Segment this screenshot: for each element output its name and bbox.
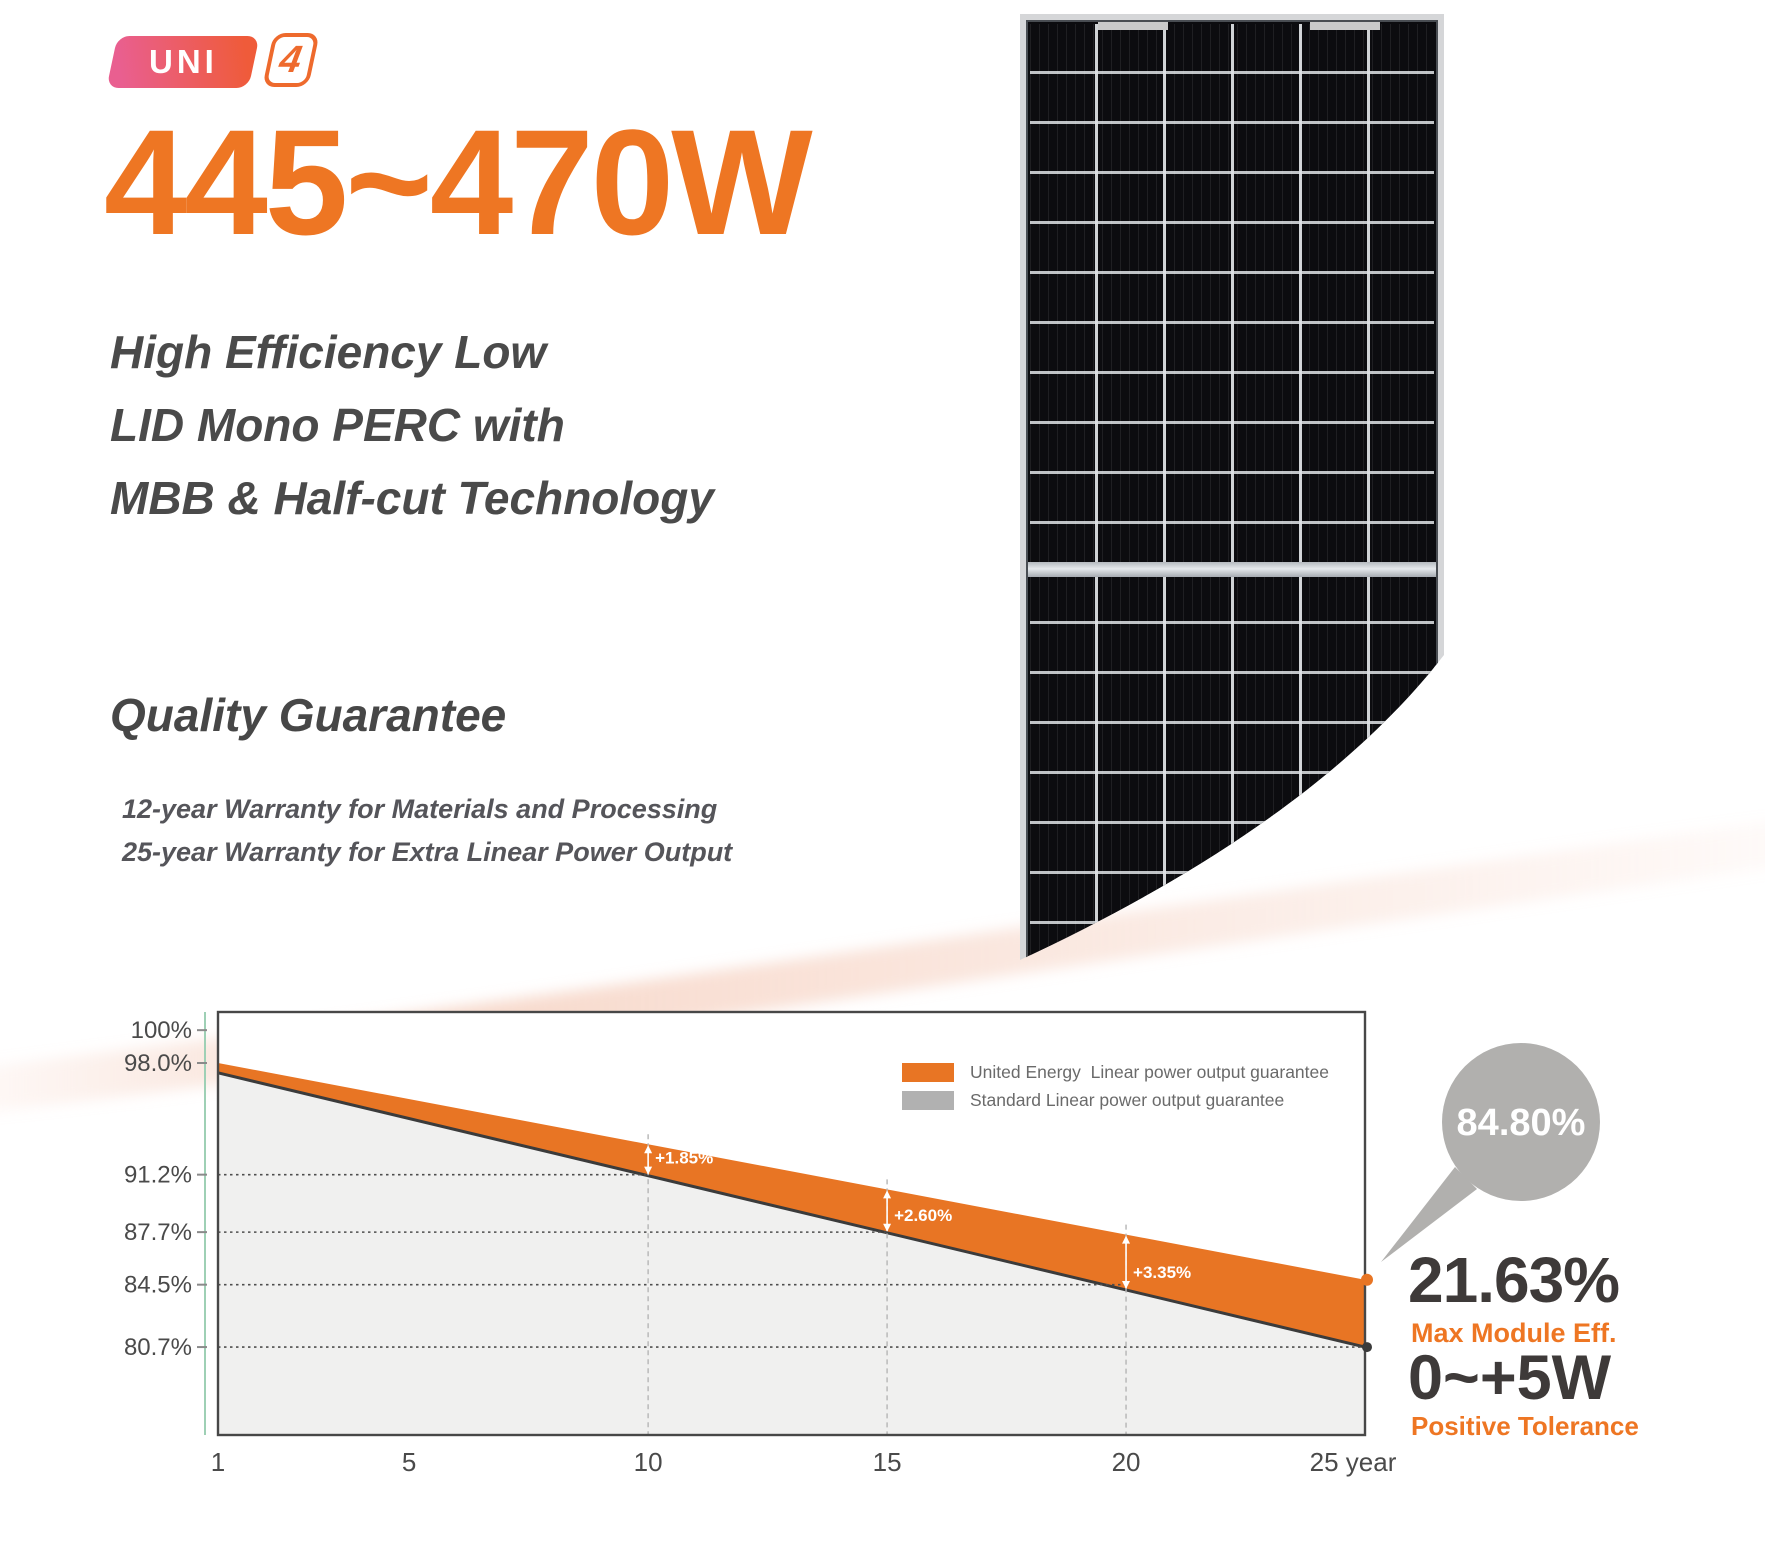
svg-text:15: 15 bbox=[873, 1447, 902, 1477]
svg-text:+2.60%: +2.60% bbox=[894, 1206, 952, 1225]
svg-text:5: 5 bbox=[402, 1447, 416, 1477]
product-heading: High Efficiency Low LID Mono PERC with M… bbox=[110, 316, 714, 535]
svg-text:+3.35%: +3.35% bbox=[1133, 1263, 1191, 1282]
legend-swatch-standard bbox=[902, 1091, 954, 1110]
legend-item-united-energy: United Energy Linear power output guaran… bbox=[902, 1062, 1329, 1083]
svg-text:87.7%: 87.7% bbox=[124, 1219, 192, 1246]
svg-text:100%: 100% bbox=[131, 1017, 192, 1044]
svg-text:1: 1 bbox=[211, 1447, 225, 1477]
panel-mount-tab bbox=[1098, 22, 1168, 30]
svg-text:25 year: 25 year bbox=[1310, 1447, 1397, 1477]
panel-mount-tab bbox=[1310, 22, 1380, 30]
legend-item-standard: Standard Linear power output guarantee bbox=[902, 1090, 1329, 1111]
legend-label-standard: Standard Linear power output guarantee bbox=[970, 1090, 1285, 1110]
warranty-item-2: 25-year Warranty for Extra Linear Power … bbox=[122, 837, 733, 867]
heading-line-2: LID Mono PERC with bbox=[110, 399, 565, 451]
heading-line-1: High Efficiency Low bbox=[110, 326, 547, 378]
chart-legend: United Energy Linear power output guaran… bbox=[902, 1062, 1329, 1118]
positive-tolerance-value: 0~+5W bbox=[1408, 1343, 1612, 1413]
quality-guarantee-title: Quality Guarantee bbox=[110, 689, 507, 741]
max-module-efficiency-label: Max Module Eff. bbox=[1411, 1318, 1617, 1348]
warranty-list: 12-year Warranty for Materials and Proce… bbox=[122, 788, 732, 874]
svg-text:10: 10 bbox=[634, 1447, 663, 1477]
svg-text:20: 20 bbox=[1112, 1447, 1141, 1477]
positive-tolerance-label: Positive Tolerance bbox=[1411, 1411, 1639, 1441]
warranty-item-1: 12-year Warranty for Materials and Proce… bbox=[122, 794, 718, 824]
svg-text:98.0%: 98.0% bbox=[124, 1050, 192, 1077]
svg-text:84.5%: 84.5% bbox=[124, 1272, 192, 1299]
legend-swatch-united-energy bbox=[902, 1063, 954, 1082]
solar-panel-center-divider bbox=[1028, 562, 1436, 577]
max-module-efficiency-value: 21.63% bbox=[1408, 1244, 1620, 1316]
svg-text:84.80%: 84.80% bbox=[1457, 1102, 1586, 1144]
svg-text:91.2%: 91.2% bbox=[124, 1162, 192, 1189]
svg-text:+1.85%: +1.85% bbox=[655, 1149, 713, 1168]
svg-text:80.7%: 80.7% bbox=[124, 1334, 192, 1361]
heading-line-3: MBB & Half-cut Technology bbox=[110, 472, 714, 524]
legend-label-united-energy: United Energy Linear power output guaran… bbox=[970, 1062, 1329, 1082]
power-range-title: 445~470W bbox=[104, 98, 813, 266]
